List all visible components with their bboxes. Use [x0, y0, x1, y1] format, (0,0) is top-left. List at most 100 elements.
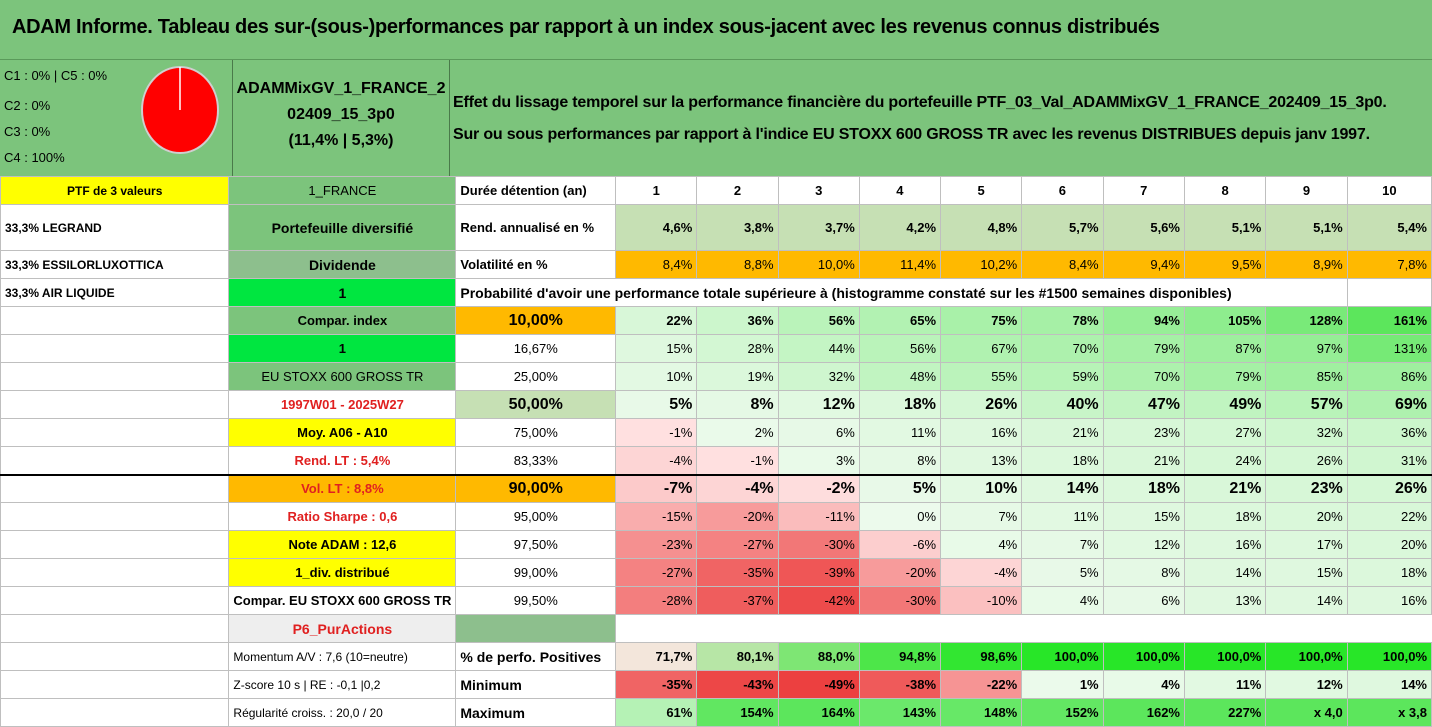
annual-return-value: 5,1% — [1183, 204, 1267, 251]
probability-threshold: 25,00% — [455, 362, 617, 391]
table-row: PTF de 3 valeurs 1_FRANCE Durée détention … — [0, 176, 1432, 205]
probability-value: 11% — [1021, 502, 1104, 531]
table-row: Moy. A06 - A10 75,00% -1% 2% 6% 11% 16% 21% 23% 2… — [0, 418, 1432, 447]
probability-value: 4% — [1021, 586, 1104, 615]
probability-value: 79% — [1183, 362, 1267, 391]
alloc-label-1: C1 : 0% | C5 : 0% — [4, 68, 108, 83]
minimum-value: 14% — [1346, 670, 1432, 699]
probability-value: 23% — [1102, 418, 1185, 447]
year-header: 1 — [615, 176, 698, 205]
probability-threshold: 75,00% — [455, 418, 617, 447]
probability-value: 20% — [1265, 502, 1348, 531]
probability-value: 47% — [1102, 390, 1185, 419]
year-header: 2 — [696, 176, 779, 205]
volatility-label: Volatilité en % — [455, 250, 617, 279]
minimum-value: 12% — [1265, 670, 1348, 699]
positive-performance-value: 98,6% — [940, 642, 1023, 671]
probability-value: 70% — [1102, 362, 1185, 391]
allocation-pie-chart — [141, 66, 219, 154]
probability-value: -15% — [615, 502, 698, 531]
probability-value: 32% — [777, 362, 860, 391]
probability-value: 24% — [1183, 446, 1267, 475]
positive-performance-value: 71,7% — [615, 642, 698, 671]
description-line1: Effet du lissage temporel sur la perform… — [453, 94, 1387, 111]
probability-threshold: 50,00% — [455, 390, 617, 419]
probability-value: 26% — [1265, 446, 1348, 475]
info-cell: Vol. LT : 8,8% — [228, 473, 457, 503]
probability-value: 131% — [1346, 334, 1432, 363]
empty-cell — [0, 418, 230, 447]
probability-value: 18% — [1021, 446, 1104, 475]
table-row: Compar. index 10,00% 22% 36% 56% 65% 75% 78% 94%… — [0, 306, 1432, 335]
positive-performance-value: 100,0% — [1265, 642, 1348, 671]
probability-value: 16% — [1346, 586, 1432, 615]
probability-value: 128% — [1265, 306, 1348, 335]
table-row: 1_div. distribué 99,00% -27% -35% -39% -20% -4… — [0, 558, 1432, 587]
probability-value: 8% — [696, 390, 779, 419]
probability-value: 14% — [1265, 586, 1348, 615]
volatility-value: 7,8% — [1346, 250, 1432, 279]
info-cell: 1997W01 - 2025W27 — [228, 390, 457, 419]
probability-threshold: 16,67% — [455, 334, 617, 363]
income-type-cell: Dividende — [228, 250, 457, 279]
year-header: 3 — [777, 176, 860, 205]
probability-value: -42% — [777, 586, 860, 615]
probability-threshold: 95,00% — [455, 502, 617, 531]
probability-title: Probabilité d'avoir une performance tota… — [455, 278, 1348, 307]
probability-value: 48% — [858, 362, 942, 391]
probability-value: 15% — [1265, 558, 1348, 587]
table-row: EU STOXX 600 GROSS TR 25,00% 10% 19% 32% 48% 5… — [0, 362, 1432, 391]
probability-value: 67% — [940, 334, 1023, 363]
probability-value: 19% — [696, 362, 779, 391]
portfolio-name-line2: 02409_15_3p0 — [287, 106, 395, 123]
probability-value: 86% — [1346, 362, 1432, 391]
annual-return-value: 5,6% — [1102, 204, 1185, 251]
volatility-value: 10,2% — [940, 250, 1023, 279]
volatility-value: 8,9% — [1265, 250, 1348, 279]
probability-value: 70% — [1021, 334, 1104, 363]
probability-value: 7% — [940, 502, 1023, 531]
probability-value: -30% — [777, 530, 860, 559]
description-line2: Sur ou sous performances par rapport à l… — [453, 126, 1370, 143]
maximum-value: 154% — [696, 698, 779, 727]
probability-value: 40% — [1021, 390, 1104, 419]
probability-threshold: 99,00% — [455, 558, 617, 587]
probability-value: -39% — [777, 558, 860, 587]
report-title: ADAM Informe. Tableau des sur-(sous-)per… — [12, 16, 1160, 38]
maximum-value: 148% — [940, 698, 1023, 727]
probability-value: 28% — [696, 334, 779, 363]
volatility-value: 9,4% — [1102, 250, 1185, 279]
probability-value: -35% — [696, 558, 779, 587]
probability-value: 5% — [615, 390, 698, 419]
empty-cell — [1346, 278, 1432, 307]
holding-legrand: 33,3% LEGRAND — [0, 204, 230, 251]
empty-cell — [0, 390, 230, 419]
probability-value: 3% — [777, 446, 860, 475]
probability-value: 10% — [940, 473, 1023, 503]
description-box: Effet du lissage temporel sur la perform… — [450, 60, 1432, 176]
probability-value: 26% — [940, 390, 1023, 419]
probability-value: 21% — [1183, 473, 1267, 503]
minimum-value: -49% — [777, 670, 860, 699]
table-row: Vol. LT : 8,8% 90,00% -7% -4% -2% 5% 10% 14% 18%… — [0, 473, 1432, 503]
probability-value: 16% — [940, 418, 1023, 447]
probability-value: -6% — [858, 530, 942, 559]
performance-table: PTF de 3 valeurs 1_FRANCE Durée détention … — [0, 176, 1432, 727]
table-row: 33,3% AIR LIQUIDE 1 Probabilité d'avoir un… — [0, 278, 1432, 307]
portfolio-name-line1: ADAMMixGV_1_FRANCE_2 — [236, 80, 446, 97]
probability-value: 7% — [1021, 530, 1104, 559]
minimum-value: -22% — [940, 670, 1023, 699]
probability-value: 17% — [1265, 530, 1348, 559]
empty-cell — [616, 615, 1432, 643]
empty-cell — [0, 670, 230, 699]
probability-value: -2% — [777, 473, 860, 503]
info-cell: Compar. index — [228, 306, 457, 335]
portfolio-name-box: ADAMMixGV_1_FRANCE_2 02409_15_3p0 (11,4%… — [232, 60, 450, 176]
report-title-bar: ADAM Informe. Tableau des sur-(sous-)per… — [0, 0, 1432, 60]
portfolio-type-cell: Portefeuille diversifié — [228, 204, 457, 251]
probability-value: 56% — [858, 334, 942, 363]
positive-performance-value: 100,0% — [1102, 642, 1185, 671]
maximum-value: 162% — [1102, 698, 1185, 727]
empty-cell — [0, 502, 230, 531]
empty-cell — [0, 530, 230, 559]
